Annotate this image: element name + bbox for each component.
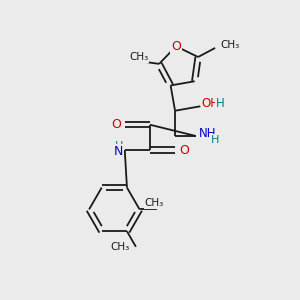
Text: NH: NH [199, 127, 216, 140]
Text: H: H [211, 135, 220, 145]
Text: N: N [114, 145, 123, 158]
Text: O: O [179, 143, 189, 157]
Text: O: O [171, 40, 181, 53]
Text: CH₃: CH₃ [220, 40, 240, 50]
Text: OH: OH [202, 98, 220, 110]
Text: CH₃: CH₃ [110, 242, 129, 252]
Text: H: H [216, 98, 224, 110]
Text: O: O [111, 118, 121, 131]
Text: CH₃: CH₃ [129, 52, 148, 62]
Text: CH₃: CH₃ [145, 199, 164, 208]
Text: H: H [115, 140, 123, 151]
